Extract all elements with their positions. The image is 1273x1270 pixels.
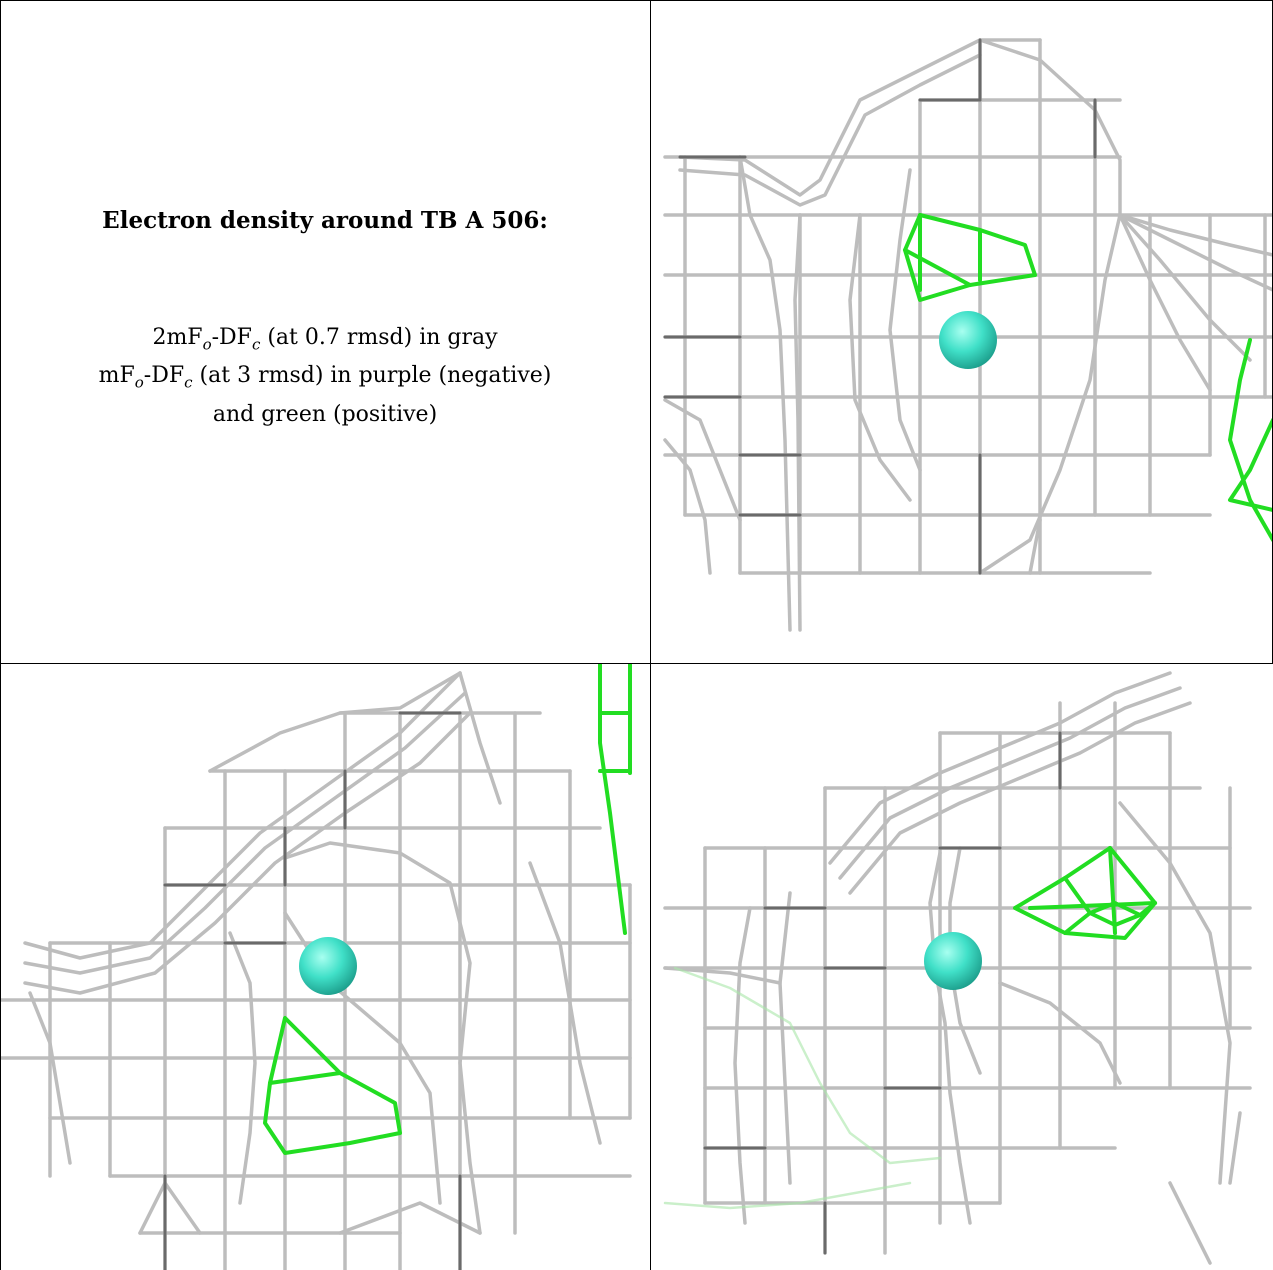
caption-line-colors: and green (positive) (212, 401, 438, 427)
mesh-fofc-positive-view-2 (263, 663, 632, 1155)
mesh-2fofc-dark-view-2 (163, 711, 462, 1270)
table-border-top (0, 0, 1273, 1)
density-mesh-view-1 (663, 38, 1273, 632)
table-border-row (0, 663, 1273, 664)
density-panel-view-3 (650, 663, 1273, 1270)
caption-cell: Electron density around TB A 506: 2mFo-D… (0, 0, 650, 663)
tb-atom-sphere (939, 311, 997, 369)
table-border-middle (650, 0, 651, 1270)
density-mesh-view-3 (663, 671, 1252, 1265)
table-border-left (0, 0, 1, 1270)
density-panel-view-1 (650, 0, 1273, 663)
caption-line-fofc: mFo-DFc (at 3 rmsd) in purple (negative) (98, 363, 552, 392)
caption-line-2fofc: 2mFo-DFc (at 0.7 rmsd) in gray (152, 325, 498, 354)
mesh-2fofc-view-3 (663, 671, 1252, 1265)
mesh-fofc-positive-view-3 (1013, 846, 1157, 940)
mesh-fofc-faint-view-3 (663, 966, 942, 1210)
mesh-fofc-positive-view-1 (903, 213, 1273, 542)
caption-title: Electron density around TB A 506: (102, 207, 548, 234)
density-panel-view-2 (0, 663, 650, 1270)
mesh-2fofc-view-2 (0, 671, 632, 1270)
mesh-2fofc-dark-view-1 (663, 38, 1097, 575)
tb-atom-sphere (299, 937, 357, 995)
mesh-2fofc-dark-view-3 (703, 731, 1062, 1255)
density-mesh-view-2 (0, 663, 632, 1270)
tb-atom-sphere (924, 932, 982, 990)
caption-legend: 2mFo-DFc (at 0.7 rmsd) in gray mFo-DFc (… (0, 322, 650, 431)
